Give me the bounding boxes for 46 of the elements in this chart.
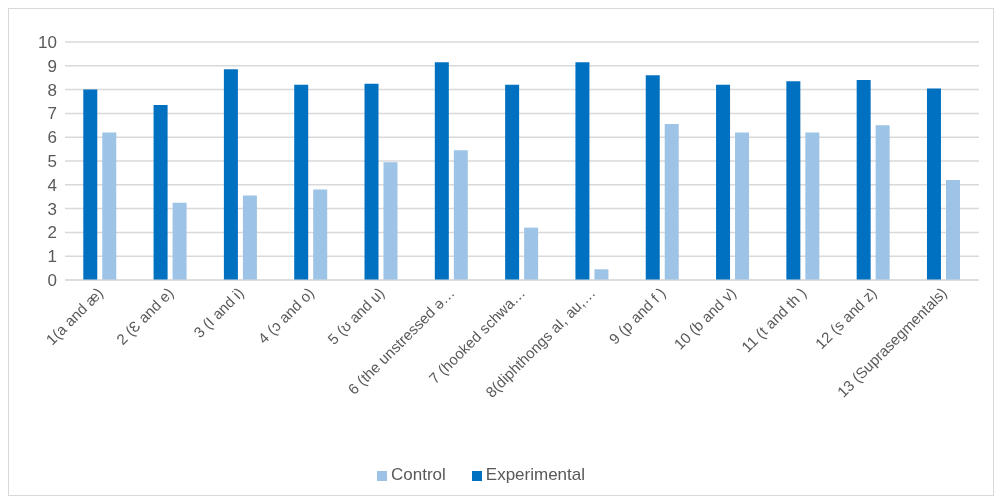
y-tick-label: 4 [47, 175, 57, 195]
bar [223, 69, 238, 280]
bar [875, 125, 890, 280]
x-tick-label: 9 (p and f ) [605, 284, 669, 348]
bar [83, 89, 98, 280]
bar [805, 132, 820, 280]
bar [505, 84, 520, 280]
y-tick-label: 10 [38, 33, 57, 53]
x-tick-label: 4 (ɔ and o) [254, 284, 318, 347]
bar [594, 269, 609, 280]
y-tick-label: 9 [47, 56, 57, 76]
legend-label: Control [390, 465, 446, 484]
bar [664, 124, 679, 280]
y-tick-label: 1 [47, 247, 57, 267]
bar [434, 62, 449, 280]
y-tick-label: 0 [47, 271, 57, 291]
x-tick-label: 5 (ʊ and u) [324, 284, 388, 348]
y-tick-label: 8 [47, 80, 57, 100]
bar [786, 81, 801, 280]
y-tick-label: 5 [47, 152, 57, 172]
bar [945, 180, 960, 280]
bar [364, 83, 379, 280]
bar [172, 202, 187, 280]
x-tick-label: 3 (I and i) [190, 284, 247, 341]
x-tick-label: 11 (t and th ) [737, 284, 810, 356]
bar [926, 88, 941, 280]
bar [575, 62, 590, 280]
bar [102, 132, 117, 280]
y-tick-label: 6 [47, 128, 57, 148]
legend-label: Experimental [485, 465, 586, 484]
y-tick-label: 7 [47, 104, 57, 124]
bar [856, 80, 871, 280]
bar [735, 132, 750, 280]
bar [294, 84, 309, 280]
bar [453, 150, 468, 280]
bar [716, 84, 731, 280]
bar [645, 75, 660, 280]
x-tick-label: 10 (b and v) [670, 284, 740, 353]
bar [313, 189, 328, 280]
y-tick-label: 3 [47, 199, 57, 219]
x-tick-label: 2 (Ɛ and e) [112, 284, 177, 348]
bar [242, 195, 257, 280]
y-tick-label: 2 [47, 223, 57, 243]
bar [524, 227, 539, 280]
bar [153, 105, 168, 280]
bar [383, 162, 398, 280]
